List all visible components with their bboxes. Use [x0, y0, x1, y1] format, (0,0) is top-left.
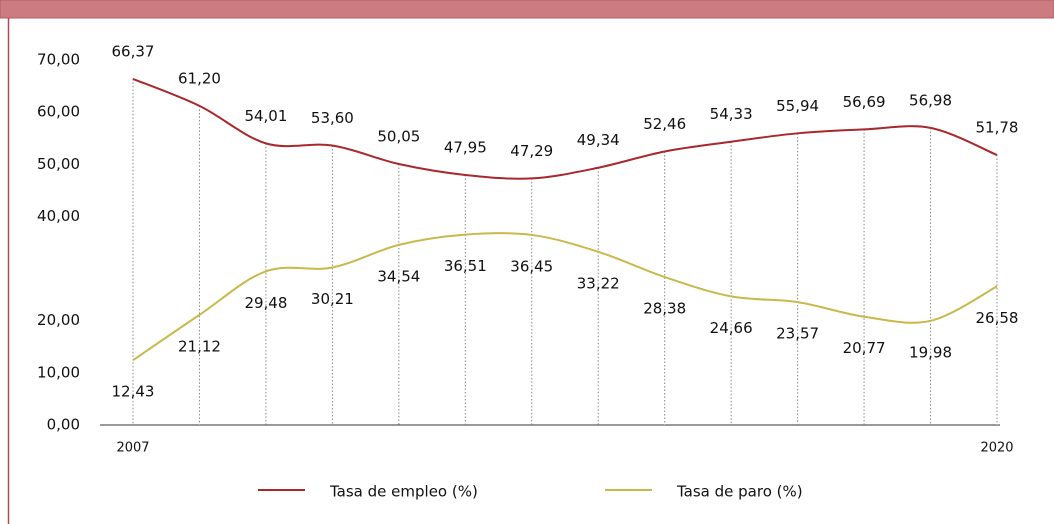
data-label: 23,57 [776, 325, 819, 343]
data-label: 51,78 [976, 119, 1019, 137]
data-label: 24,66 [710, 319, 753, 337]
data-label: 47,95 [444, 138, 487, 156]
y-tick-label: 20,00 [37, 311, 80, 329]
x-tick-label: 2020 [980, 441, 1013, 456]
data-label: 56,98 [909, 91, 952, 109]
data-label: 28,38 [643, 300, 686, 318]
data-label: 49,34 [577, 131, 620, 149]
data-label: 20,77 [843, 339, 886, 357]
data-label: 61,20 [178, 69, 221, 87]
data-label: 66,37 [112, 42, 155, 60]
data-label: 47,29 [510, 142, 553, 160]
y-tick-label: 10,00 [37, 363, 80, 381]
data-label: 26,58 [976, 309, 1019, 327]
header-bar [0, 0, 1054, 19]
series-line [132, 232, 998, 362]
y-tick-label: 50,00 [37, 155, 80, 173]
x-tick-label: 2007 [116, 441, 149, 456]
y-tick-label: 0,00 [47, 416, 80, 434]
data-label: 54,33 [710, 105, 753, 123]
legend-label: Tasa de paro (%) [676, 483, 803, 501]
legend-label: Tasa de empleo (%) [329, 483, 478, 501]
y-tick-label: 40,00 [37, 207, 80, 225]
data-label: 54,01 [244, 107, 287, 125]
data-label: 36,51 [444, 257, 487, 275]
data-label: 30,21 [311, 290, 354, 308]
data-label: 36,45 [510, 257, 553, 275]
data-label: 53,60 [311, 109, 354, 127]
data-label: 55,94 [776, 97, 819, 115]
y-tick-label: 60,00 [37, 103, 80, 121]
y-tick-label: 70,00 [37, 51, 80, 69]
data-label: 34,54 [377, 267, 420, 285]
data-label: 33,22 [577, 274, 620, 292]
data-label: 12,43 [112, 383, 155, 401]
data-label: 56,69 [843, 93, 886, 111]
data-label: 50,05 [377, 128, 420, 146]
data-label: 52,46 [643, 115, 686, 133]
data-label: 19,98 [909, 343, 952, 361]
data-label: 29,48 [244, 294, 287, 312]
data-label: 21,12 [178, 337, 221, 355]
series-line [132, 78, 998, 180]
